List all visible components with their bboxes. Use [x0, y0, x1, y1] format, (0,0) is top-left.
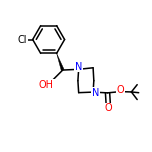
- Text: N: N: [92, 88, 100, 98]
- Text: O: O: [104, 103, 112, 113]
- Text: N: N: [75, 62, 82, 72]
- Text: O: O: [117, 85, 124, 95]
- Polygon shape: [57, 53, 64, 71]
- Text: OH: OH: [39, 80, 54, 90]
- Text: Cl: Cl: [17, 35, 27, 45]
